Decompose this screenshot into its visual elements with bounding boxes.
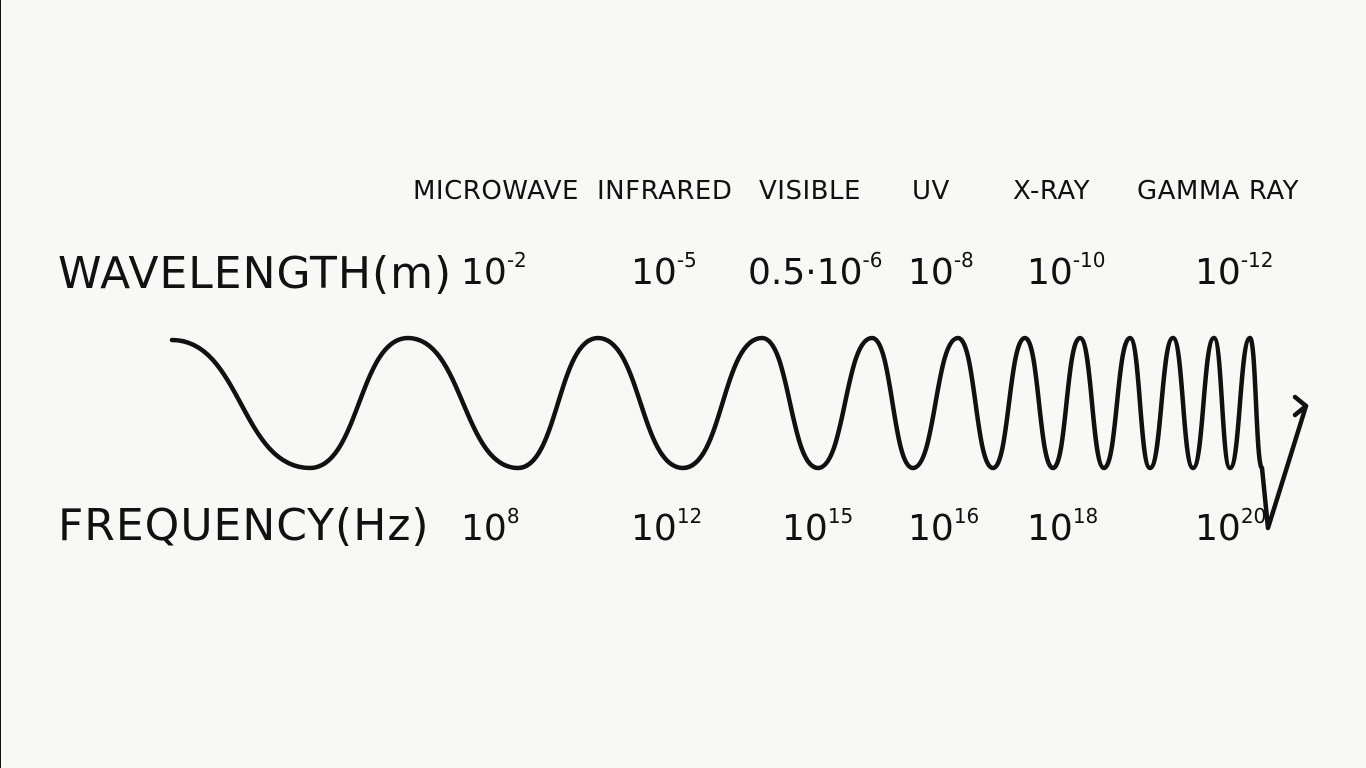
wavelength-value-infrared: 10-5 — [631, 248, 697, 293]
band-label-visible: VISIBLE — [759, 176, 861, 206]
wavelength-value-uv: 10-8 — [908, 248, 974, 293]
frequency-value-gamma-ray: 1020 — [1195, 504, 1267, 549]
band-label-microwave: MICROWAVE — [413, 176, 579, 206]
frequency-value-x-ray: 1018 — [1027, 504, 1099, 549]
frequency-label: FREQUENCY(Hz) — [58, 500, 430, 551]
arrow-head-icon — [1292, 394, 1309, 418]
frequency-value-microwave: 108 — [461, 504, 520, 549]
band-label-gamma-ray: GAMMA RAY — [1137, 176, 1300, 206]
wave-line — [169, 335, 1309, 531]
wavelength-label: WAVELENGTH(m) — [58, 248, 453, 299]
wavelength-value-visible: 0.5·10-6 — [748, 248, 883, 293]
band-label-x-ray: X-RAY — [1013, 176, 1091, 206]
frequency-value-visible: 1015 — [782, 504, 854, 549]
left-border — [0, 0, 1, 768]
wavelength-value-microwave: 10-2 — [461, 248, 527, 293]
band-label-uv: UV — [912, 176, 950, 206]
band-label-infrared: INFRARED — [597, 176, 733, 206]
wavelength-value-x-ray: 10-10 — [1027, 248, 1106, 293]
frequency-value-uv: 1016 — [908, 504, 980, 549]
wavelength-value-gamma-ray: 10-12 — [1195, 248, 1274, 293]
frequency-value-infrared: 1012 — [631, 504, 703, 549]
